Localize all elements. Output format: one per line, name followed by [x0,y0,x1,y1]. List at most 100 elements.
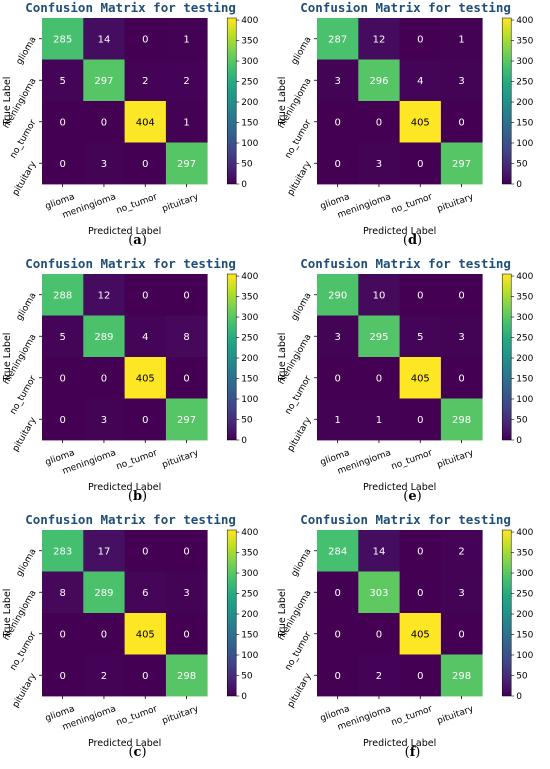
heatmap-cell [83,59,125,102]
cell-value-label: 1 [334,415,340,426]
cell-value-label: 2 [376,671,382,682]
heatmap-cell [124,613,167,655]
cell-value-label: 405 [411,629,430,640]
cell-value-label: 303 [369,588,388,599]
cell-value-label: 4 [417,76,423,87]
heatmap-cell [83,613,125,655]
cell-value-label: 1 [183,117,189,128]
cell-value-label: 3 [458,588,464,599]
heatmap-cell [317,530,359,572]
cell-value-label: 14 [373,546,386,557]
cell-value-label: 0 [417,671,423,682]
heatmap-cell [399,142,442,185]
x-axis-label: Predicted Label [88,226,161,237]
heatmap-cell [124,59,167,102]
heatmap-cell [165,142,208,185]
cell-value-label: 0 [417,290,423,301]
cell-value-label: 295 [369,332,388,343]
cell-value-label: 297 [452,159,471,170]
heatmap-cell [124,315,167,358]
chart-title: Confusion Matrix for testing [300,0,511,15]
heatmap-cell [165,315,208,358]
heatmap-cell [440,142,483,185]
colorbar-tick-label: 100 [516,395,533,405]
panel-caption: (f) [404,745,421,760]
colorbar-tick-label: 400 [516,528,533,538]
x-tick-label: pituitary [161,192,201,215]
cell-value-label: 404 [136,117,155,128]
x-tick-label: pituitary [161,448,201,471]
colorbar-tick-label: 50 [241,160,253,170]
cell-value-label: 0 [334,629,340,640]
cell-value-label: 0 [142,546,148,557]
heatmap-cell [399,357,442,399]
y-tick-label: glioma [15,35,39,66]
cell-value-label: 0 [334,117,340,128]
colorbar-tick-label: 350 [241,37,258,47]
heatmap-cell [358,613,400,655]
panel-label: e [408,489,417,504]
cell-value-label: 0 [417,159,423,170]
y-axis-label: True Label [2,77,13,127]
colorbar [226,529,237,697]
cell-value-label: 17 [98,546,111,557]
y-tick-label: pituitary [286,671,314,710]
cell-value-label: 0 [59,159,65,170]
heatmap-cell [165,357,208,399]
colorbar [501,17,512,185]
colorbar-tick-label: 50 [516,160,528,170]
heatmap-cell [165,571,208,614]
cell-value-label: 0 [417,34,423,45]
heatmap-cell [42,59,84,102]
x-axis-label: Predicted Label [363,226,436,237]
cell-value-label: 0 [458,117,464,128]
cell-value-label: 296 [369,76,388,87]
x-tick-label: pituitary [436,192,476,215]
cell-value-label: 0 [59,629,65,640]
cell-value-label: 0 [334,373,340,384]
heatmap-cell [317,59,359,102]
heatmap-cell [440,101,483,143]
cell-value-label: 0 [417,546,423,557]
colorbar-tick-label: 400 [241,272,258,282]
cell-value-label: 0 [142,34,148,45]
heatmap-cell [42,101,84,143]
cell-value-label: 0 [376,373,382,384]
heatmap-cell [165,530,208,572]
x-axis-label: Predicted Label [88,482,161,493]
colorbar-tick-label: 200 [516,354,533,364]
colorbar-tick-label: 50 [516,672,528,682]
colorbar [501,529,512,697]
y-tick-label: glioma [15,291,39,322]
cell-value-label: 12 [98,290,111,301]
x-tick-label: pituitary [436,704,476,727]
heatmap-cell [358,59,400,102]
panel-caption: (c) [128,745,147,760]
panel-label: a [133,233,142,248]
heatmap-cell [83,357,125,399]
cell-value-label: 5 [417,332,423,343]
confusion-matrix-panel: Confusion Matrix for testing 290 10 0 0 3 295 5… [275,256,550,512]
y-tick-label: glioma [290,547,314,578]
heatmap-cell [399,571,442,614]
heatmap-cell [42,357,84,399]
cell-value-label: 3 [458,332,464,343]
heatmap-cell [42,18,84,60]
heatmap-cell [358,315,400,358]
heatmap-cell [42,274,84,316]
colorbar-tick-label: 300 [516,569,533,579]
colorbar-tick-label: 50 [516,416,528,426]
confusion-matrix-panel: Confusion Matrix for testing 284 14 0 2 0 303 0… [275,512,550,768]
heatmap-cell [165,101,208,143]
cell-value-label: 3 [376,159,382,170]
heatmap-cell [42,315,84,358]
x-tick-label: no_tumor [115,704,159,728]
heatmap-cell [42,613,84,655]
cell-value-label: 405 [136,629,155,640]
colorbar-tick-label: 0 [516,692,522,702]
cell-value-label: 0 [183,290,189,301]
heatmap-cell [317,398,359,441]
heatmap-cell [42,142,84,185]
